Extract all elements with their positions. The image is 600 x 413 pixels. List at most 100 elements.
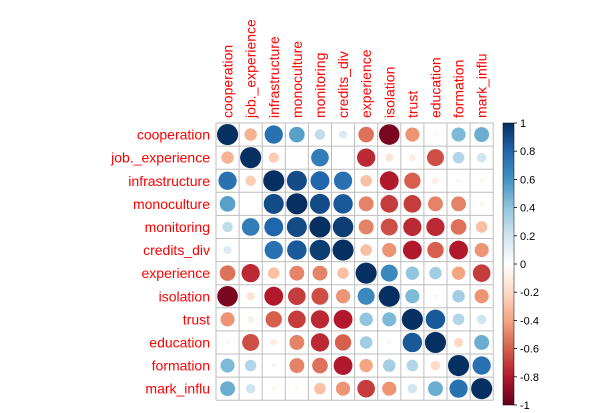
- col-label-monitoring: monitoring: [312, 53, 328, 118]
- col-label-education: education: [427, 57, 443, 118]
- corr-circle-cooperation-monitoring: [314, 129, 326, 140]
- corr-circle-monitoring-formation: [450, 219, 467, 235]
- corr-circle-trust-job._experience: [247, 316, 254, 323]
- corr-circle-infrastructure-credits_div: [333, 171, 353, 190]
- corr-circle-monitoring-monitoring: [309, 216, 331, 238]
- corr-circle-education-monitoring: [310, 333, 330, 352]
- corr-circle-credits_div-cooperation: [223, 245, 232, 255]
- corr-circle-job._experience-monitoring: [311, 148, 329, 167]
- corr-circle-job._experience-education: [426, 149, 444, 167]
- corr-circle-infrastructure-trust: [404, 172, 421, 189]
- corr-circle-credits_div-isolation: [382, 242, 397, 258]
- corr-circle-monitoring-job._experience: [241, 218, 260, 236]
- corr-circle-mark_influ-infrastructure: [271, 386, 277, 392]
- corr-circle-experience-monoculture: [289, 265, 305, 281]
- colorbar-tick-label: 0.2: [520, 231, 535, 243]
- colorbar-tick-label: -1: [520, 400, 530, 412]
- corr-circle-experience-infrastructure: [267, 267, 280, 279]
- corr-circle-trust-education: [425, 309, 446, 330]
- corr-circle-formation-infrastructure: [271, 363, 277, 368]
- corr-circle-credits_div-infrastructure: [264, 240, 283, 260]
- corr-circle-job._experience-trust: [409, 154, 416, 161]
- grid: [215, 122, 494, 401]
- corr-circle-monoculture-trust: [403, 195, 422, 213]
- corr-circle-credits_div-mark_influ: [474, 242, 489, 258]
- corr-circle-trust-trust: [401, 308, 423, 330]
- corr-circle-monitoring-monoculture: [286, 216, 307, 237]
- corr-circle-infrastructure-job._experience: [245, 175, 256, 187]
- corr-circle-formation-formation: [448, 355, 470, 377]
- corr-circle-experience-mark_influ: [472, 264, 491, 282]
- corr-circle-education-formation: [453, 337, 464, 348]
- corr-circle-credits_div-monoculture: [287, 240, 307, 260]
- corr-circle-isolation-isolation: [378, 285, 400, 307]
- corr-circle-education-trust: [402, 332, 423, 353]
- col-label-monoculture: monoculture: [289, 41, 305, 118]
- corr-circle-mark_influ-experience: [357, 379, 375, 398]
- corr-circle-mark_influ-isolation: [382, 381, 397, 396]
- corr-circle-credits_div-trust: [402, 240, 422, 260]
- corr-circle-monitoring-education: [426, 217, 445, 237]
- corr-circle-cooperation-job._experience: [244, 128, 257, 141]
- colorbar-gradient: [502, 122, 515, 406]
- corr-circle-formation-education: [430, 360, 441, 371]
- corr-circle-isolation-cooperation: [217, 285, 238, 307]
- corr-circle-mark_influ-job._experience: [245, 383, 256, 394]
- corr-circle-cooperation-experience: [358, 126, 374, 143]
- corr-circle-mark_influ-monitoring: [314, 382, 326, 395]
- corr-circle-formation-trust: [406, 359, 419, 372]
- row-label-education: education: [149, 334, 210, 350]
- corr-circle-cooperation-credits_div: [338, 130, 348, 139]
- colorbar-tick-label: -0.2: [520, 287, 539, 299]
- corr-circle-monitoring-mark_influ: [475, 221, 488, 233]
- colorbar: 1 0.8 0.6 0.4 0.2 0 -0.2 -0.4 -0.6 -0.8 -1: [502, 118, 539, 412]
- corr-circle-isolation-credits_div: [335, 289, 351, 304]
- colorbar-tick-label: 0: [520, 259, 526, 271]
- corr-circle-cooperation-infrastructure: [264, 125, 283, 144]
- corr-circle-experience-experience: [355, 262, 377, 284]
- col-label-isolation: isolation: [381, 67, 397, 118]
- row-label-isolation: isolation: [159, 288, 210, 304]
- corr-circle-education-credits_div: [334, 334, 352, 351]
- corr-circle-infrastructure-isolation: [379, 171, 399, 191]
- corr-circle-monitoring-credits_div: [332, 216, 354, 238]
- corr-circle-cooperation-isolation: [378, 124, 400, 145]
- corr-circle-monoculture-isolation: [380, 195, 399, 213]
- corr-circle-credits_div-education: [427, 241, 444, 259]
- corr-circle-monoculture-mark_influ: [479, 201, 485, 207]
- corr-circle-job._experience-infrastructure: [268, 152, 280, 163]
- corr-circle-monitoring-infrastructure: [264, 217, 284, 237]
- corr-circle-education-infrastructure: [270, 339, 278, 346]
- corr-circle-isolation-formation: [452, 290, 465, 303]
- corr-circle-experience-trust: [405, 266, 420, 280]
- corr-circle-infrastructure-cooperation: [218, 171, 237, 190]
- corr-circle-isolation-infrastructure: [264, 286, 284, 306]
- corr-circle-education-education: [424, 331, 447, 354]
- corr-circle-job._experience-mark_influ: [476, 152, 487, 163]
- corr-circle-formation-job._experience: [244, 359, 257, 372]
- corr-circle-mark_influ-monoculture: [294, 386, 300, 392]
- corr-circle-job._experience-job._experience: [240, 147, 262, 169]
- row-label-monitoring: monitoring: [145, 219, 210, 235]
- corr-circle-trust-cooperation: [220, 312, 235, 327]
- corr-circle-isolation-trust: [405, 289, 420, 304]
- col-label-formation: formation: [451, 60, 467, 118]
- corr-circle-trust-monitoring: [310, 310, 330, 329]
- corr-circle-formation-experience: [359, 358, 373, 373]
- colorbar-tick-label: -0.4: [520, 315, 539, 327]
- corr-circle-education-monoculture: [289, 334, 305, 350]
- corr-circle-job._experience-cooperation: [221, 151, 234, 164]
- corr-circle-trust-formation: [452, 313, 465, 326]
- row-label-job._experience: job._experience: [110, 150, 210, 166]
- colorbar-tick-label: 1: [520, 118, 526, 130]
- corr-circle-monitoring-experience: [358, 219, 374, 235]
- col-label-infrastructure: infrastructure: [266, 36, 282, 118]
- colorbar-tick-label: -0.6: [520, 344, 539, 356]
- corr-circle-credits_div-formation: [449, 240, 468, 260]
- corr-circle-monoculture-credits_div: [333, 194, 353, 214]
- row-labels: cooperation job._experience infrastructure…: [110, 127, 210, 397]
- row-label-infrastructure: infrastructure: [128, 173, 210, 189]
- corr-circle-formation-isolation: [383, 359, 396, 372]
- corr-circle-credits_div-credits_div: [332, 239, 354, 261]
